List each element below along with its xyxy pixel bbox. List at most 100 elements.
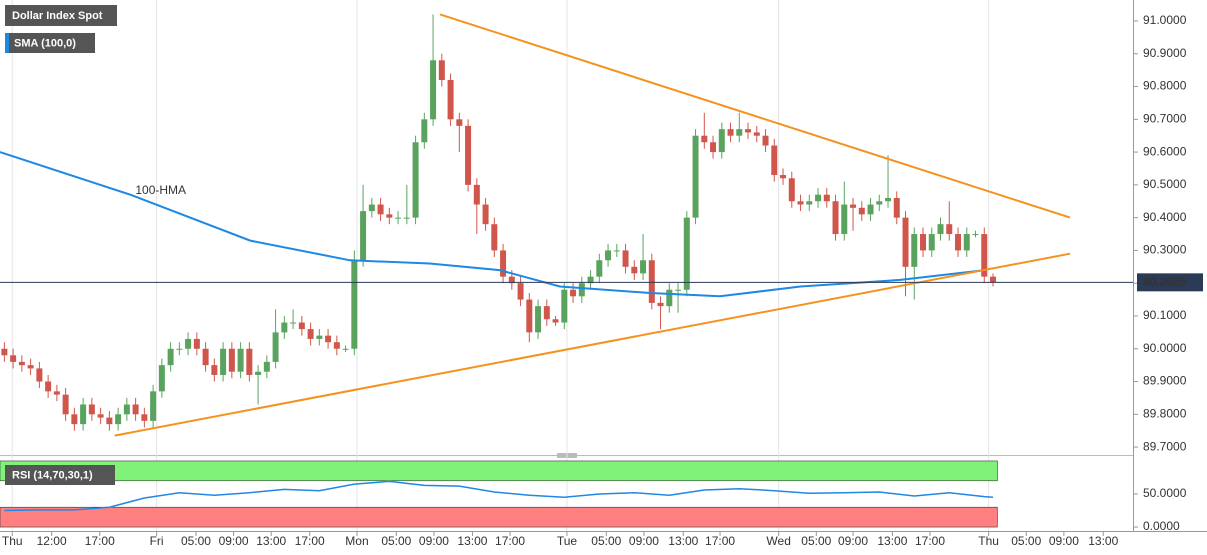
x-tick-label: 12:00 (37, 534, 67, 548)
x-tick-label: 13:00 (457, 534, 487, 548)
x-tick-label: 09:00 (838, 534, 868, 548)
candle-body (806, 201, 813, 205)
legend-box (5, 33, 95, 53)
candle-body (412, 142, 419, 218)
y-tick-label: 90.4000 (1143, 210, 1187, 224)
candle-body (727, 129, 734, 136)
last-price-label: 90.2026 (1143, 275, 1187, 289)
candle-body (797, 201, 804, 205)
candle-body (823, 194, 830, 202)
candle-body (115, 414, 122, 425)
candle-body (316, 335, 323, 339)
candle-body (473, 184, 480, 205)
candle-body (167, 348, 174, 366)
candle-body (106, 417, 113, 425)
candle-body (981, 234, 988, 277)
candle-body (290, 322, 297, 324)
legend-box (5, 465, 115, 485)
candle-body (526, 299, 533, 333)
candle-body (920, 234, 927, 251)
candle-body (648, 260, 655, 303)
candle-body (132, 404, 139, 415)
y-tick-label: 90.7000 (1143, 111, 1187, 125)
x-tick-label: 05:00 (801, 534, 831, 548)
candle-body (946, 224, 953, 235)
candle-body (500, 250, 507, 277)
x-tick-label: 05:00 (591, 534, 621, 548)
candle-body (745, 129, 752, 133)
x-tick-label: 17:00 (495, 534, 525, 548)
candle-body (255, 371, 262, 375)
candle-body (176, 348, 183, 350)
candle-body (710, 142, 717, 153)
candle-body (955, 234, 962, 251)
candle-body (832, 201, 839, 235)
candle-body (762, 135, 769, 146)
candle-body (683, 217, 690, 290)
candle-body (902, 217, 909, 267)
x-tick-label: 05:00 (381, 534, 411, 548)
candle-body (552, 319, 559, 323)
candle-body (53, 391, 60, 395)
candle-body (438, 60, 445, 80)
x-tick-label: Mon (345, 534, 368, 548)
x-tick-label: 13:00 (256, 534, 286, 548)
candle-body (543, 306, 550, 320)
x-tick-label: 05:00 (181, 534, 211, 548)
candle-body (972, 234, 979, 236)
candle-body (867, 204, 874, 215)
candle-body (753, 132, 760, 136)
candle-body (403, 217, 410, 219)
x-tick-label: 05:00 (1011, 534, 1041, 548)
candle-body (858, 207, 865, 215)
candle-body (395, 217, 402, 219)
candle-body (246, 348, 253, 375)
candle-body (718, 129, 725, 153)
y-tick-label: 89.9000 (1143, 374, 1187, 388)
candle-body (228, 348, 235, 372)
rsi-band (0, 460, 998, 482)
candle-body (430, 60, 437, 120)
y-tick-label: 89.7000 (1143, 439, 1187, 453)
rsi-title: RSI (14,70,30,1) (12, 469, 93, 481)
candle-body (220, 348, 227, 375)
y-tick-label: 90.5000 (1143, 177, 1187, 191)
legend-title: Dollar Index Spot (12, 10, 103, 22)
candle-body (815, 194, 822, 202)
candle-body (885, 197, 892, 202)
candle-body (928, 234, 935, 251)
candle-body (788, 178, 795, 202)
x-tick-label: 09:00 (219, 534, 249, 548)
candle-body (18, 361, 25, 366)
candle-body (193, 338, 200, 349)
candle-body (640, 260, 647, 274)
candle-body (911, 234, 918, 267)
candle-body (386, 214, 393, 218)
y-tick-label: 0.0000 (1143, 519, 1180, 533)
candle-body (62, 394, 69, 415)
candle-body (263, 361, 270, 372)
x-tick-label: 09:00 (419, 534, 449, 548)
candle-body (421, 119, 428, 143)
trend-line (439, 13, 1071, 219)
candle-body (491, 224, 498, 251)
x-tick-label: Thu (2, 534, 23, 548)
candle-body (850, 204, 857, 208)
candle-body (71, 414, 78, 425)
candle-body (841, 204, 848, 235)
x-tick-label: 17:00 (295, 534, 325, 548)
x-tick-label: 17:00 (85, 534, 115, 548)
candle-body (578, 283, 585, 297)
candle-body (596, 260, 603, 277)
candle-body (211, 365, 218, 375)
candle-body (360, 211, 367, 261)
x-tick-label: Wed (766, 534, 790, 548)
candle-body (80, 404, 87, 425)
x-tick-label: 13:00 (1088, 534, 1118, 548)
y-tick-label: 90.8000 (1143, 79, 1187, 93)
candle-body (141, 414, 148, 421)
candle-body (1, 348, 8, 356)
candle-body (605, 250, 612, 261)
candle-body (281, 322, 288, 333)
y-tick-label: 90.6000 (1143, 144, 1187, 158)
